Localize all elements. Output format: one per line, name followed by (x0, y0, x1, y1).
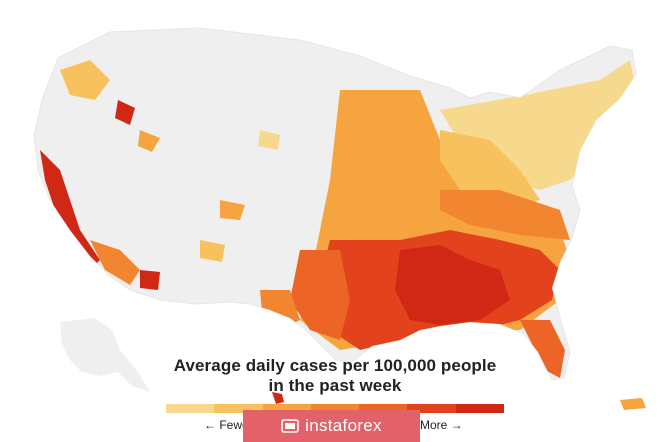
region-colorado-spot (220, 200, 245, 220)
instaforex-watermark: instaforex (243, 410, 420, 442)
puerto-rico-shape (620, 398, 646, 410)
legend-color-scale (166, 404, 504, 413)
region-california-coast (40, 150, 100, 270)
region-dakota-spot (258, 130, 280, 150)
legend-swatch-2 (214, 404, 263, 413)
alaska-shape (60, 318, 150, 392)
region-mountain-spot (138, 130, 160, 152)
region-texas-orange (290, 250, 350, 340)
legend-swatch-1 (166, 404, 215, 413)
region-nm-spot (200, 240, 225, 262)
legend-fewer-label: ← Fewer (204, 418, 253, 432)
region-az-spot (140, 270, 160, 290)
legend-title: Average daily cases per 100,000 people i… (150, 356, 520, 396)
legend-swatch-6 (407, 404, 456, 413)
hawaii-shape (272, 392, 284, 404)
watermark-brand: instaforex (305, 416, 382, 435)
region-idaho-spot (115, 100, 135, 125)
legend-swatch-5 (359, 404, 408, 413)
legend-swatch-3 (262, 404, 311, 413)
region-pacific-nw (60, 60, 110, 100)
region-socal (90, 240, 140, 285)
legend-swatch-4 (310, 404, 360, 413)
legend-swatch-7 (455, 404, 504, 413)
region-florida (520, 320, 565, 378)
region-deep-south-darkred (395, 245, 510, 325)
instaforex-logo-icon (281, 419, 299, 433)
legend-more-label: More → (420, 418, 463, 432)
legend-title-line1: Average daily cases per 100,000 people (173, 356, 497, 375)
legend-title-line2: in the past week (268, 376, 402, 395)
region-appalachia (440, 190, 570, 240)
